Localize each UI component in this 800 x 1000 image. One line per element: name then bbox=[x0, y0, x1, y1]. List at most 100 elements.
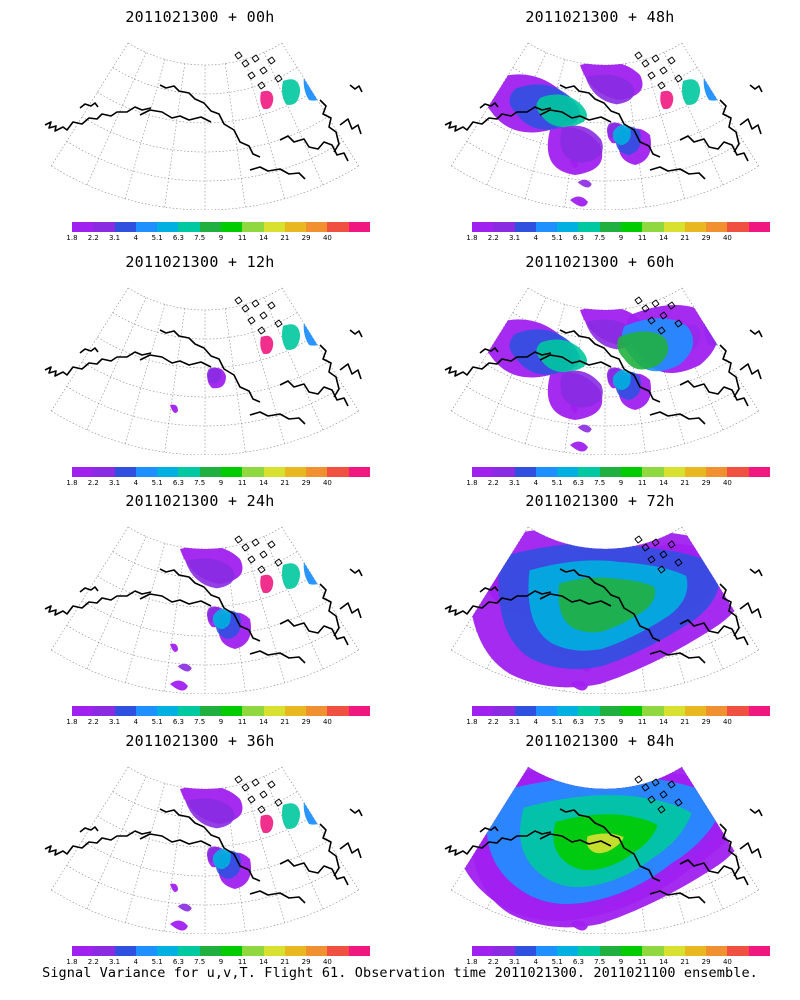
colorbar-tick-label: 4 bbox=[133, 718, 139, 726]
latitude-circle bbox=[481, 116, 729, 153]
colorbar-segment bbox=[663, 946, 685, 956]
island bbox=[251, 778, 260, 787]
colorbar-tick-label: 7.5 bbox=[594, 479, 606, 487]
signal-contours bbox=[260, 67, 327, 110]
colorbar-segment bbox=[493, 706, 515, 716]
colorbar-tick-label: 1.8 bbox=[466, 958, 478, 966]
colorbar-tick-label: 5.1 bbox=[151, 234, 163, 242]
coastline bbox=[44, 106, 152, 132]
graticule bbox=[51, 526, 359, 694]
colorbar-segment bbox=[199, 222, 221, 232]
colorbar-labels: 1.8 2.2 3.1 4 5.1 6.3 7.5 9 11 14 21 29 40 bbox=[66, 718, 370, 728]
signal-blob bbox=[260, 335, 274, 355]
colorbar bbox=[472, 706, 770, 716]
colorbar-tick-label: 4 bbox=[533, 958, 539, 966]
island bbox=[634, 296, 643, 305]
colorbar-tick-label: 14 bbox=[259, 958, 269, 966]
colorbar-segment bbox=[348, 706, 370, 716]
colorbar-segment bbox=[748, 467, 770, 477]
colorbar-tick-label: 14 bbox=[259, 479, 269, 487]
colorbar-segment bbox=[514, 946, 536, 956]
colorbar-tick-label: 29 bbox=[301, 234, 311, 242]
island bbox=[647, 555, 656, 564]
coastline bbox=[719, 823, 740, 877]
colorbar-tick-label: 5.1 bbox=[551, 479, 563, 487]
colorbar-tick-label: 11 bbox=[237, 234, 247, 242]
colorbar-tick-label: 4 bbox=[133, 479, 139, 487]
meridian-line bbox=[224, 63, 246, 208]
latitude-circle bbox=[81, 600, 329, 637]
colorbar-tick-label: 7.5 bbox=[594, 958, 606, 966]
latitude-circle bbox=[528, 287, 682, 311]
meridian-line bbox=[244, 783, 286, 923]
coastline bbox=[139, 109, 212, 123]
colorbar bbox=[472, 222, 770, 232]
colorbar-segment bbox=[72, 946, 94, 956]
colorbar-tick-label: 3.1 bbox=[108, 479, 121, 487]
colorbar-segment bbox=[178, 706, 200, 716]
map-panel: 2011021300 + 12h 1.8 2.2 3.1 4 5.1 6.3 7.5 9 11 1… bbox=[10, 245, 410, 490]
coastline bbox=[479, 826, 499, 833]
colorbar-segment bbox=[263, 946, 285, 956]
signal-blob bbox=[703, 67, 727, 101]
signal-blob bbox=[570, 441, 588, 452]
colorbar-tick-label: 5.1 bbox=[551, 718, 563, 726]
colorbar-segment bbox=[684, 222, 707, 232]
latitude-circle bbox=[97, 91, 313, 124]
colorbar-tick-label: 9 bbox=[618, 234, 624, 242]
island bbox=[657, 805, 666, 814]
signal-blob bbox=[260, 814, 274, 834]
colorbar-tick-label: 5.1 bbox=[151, 479, 163, 487]
colorbar-segment bbox=[135, 222, 158, 232]
island bbox=[647, 71, 656, 80]
colorbar-segment bbox=[157, 467, 179, 477]
island bbox=[657, 81, 666, 90]
coastline bbox=[719, 99, 740, 153]
arctic-islands bbox=[234, 296, 283, 335]
colorbar-tick-label: 7.5 bbox=[194, 718, 206, 726]
colorbar-tick-label: 7.5 bbox=[194, 234, 206, 242]
colorbar-tick-label: 40 bbox=[322, 479, 332, 487]
colorbar-segment bbox=[620, 946, 643, 956]
colorbar-segment bbox=[242, 706, 264, 716]
colorbar-segment bbox=[157, 222, 179, 232]
arctic-islands bbox=[234, 51, 283, 90]
colorbar-segment bbox=[242, 467, 264, 477]
latitude-circle bbox=[112, 67, 298, 95]
latitude-circle bbox=[128, 766, 282, 790]
colorbar-segment bbox=[514, 467, 536, 477]
colorbar-tick-label: 1.8 bbox=[66, 234, 78, 242]
colorbar-labels: 1.8 2.2 3.1 4 5.1 6.3 7.5 9 11 14 21 29 40 bbox=[66, 479, 370, 489]
island bbox=[241, 543, 250, 552]
colorbar-tick-label: 2.2 bbox=[87, 479, 99, 487]
coastline bbox=[44, 351, 152, 377]
colorbar-segment bbox=[578, 706, 600, 716]
polar-stereographic-map bbox=[444, 526, 763, 694]
colorbar-segment bbox=[242, 222, 264, 232]
coastline bbox=[719, 344, 740, 398]
colorbar-segment bbox=[220, 467, 243, 477]
polar-stereographic-map bbox=[444, 42, 763, 210]
island bbox=[274, 798, 283, 807]
colorbar-segment bbox=[306, 946, 328, 956]
coastline bbox=[679, 135, 749, 162]
signal-contours bbox=[453, 766, 759, 931]
colorbar-tick-label: 4 bbox=[533, 479, 539, 487]
colorbar-segment bbox=[514, 222, 536, 232]
latitude-circle bbox=[128, 287, 282, 311]
meridian-line bbox=[263, 297, 324, 431]
colorbar-tick-label: 2.2 bbox=[87, 718, 99, 726]
latitude-circle bbox=[128, 42, 282, 66]
colorbar-segment bbox=[557, 946, 579, 956]
signal-blob bbox=[206, 367, 222, 384]
graticule bbox=[51, 766, 359, 934]
colorbar-tick-label: 14 bbox=[659, 958, 669, 966]
coastline bbox=[159, 329, 261, 403]
colorbar-tick-label: 6.3 bbox=[172, 479, 184, 487]
colorbar-segment bbox=[157, 706, 179, 716]
colorbar-segment bbox=[114, 222, 136, 232]
colorbar-tick-label: 5.1 bbox=[551, 958, 563, 966]
latitude-circle bbox=[466, 386, 744, 427]
coastline bbox=[649, 166, 706, 180]
latitude-circle bbox=[66, 141, 344, 182]
